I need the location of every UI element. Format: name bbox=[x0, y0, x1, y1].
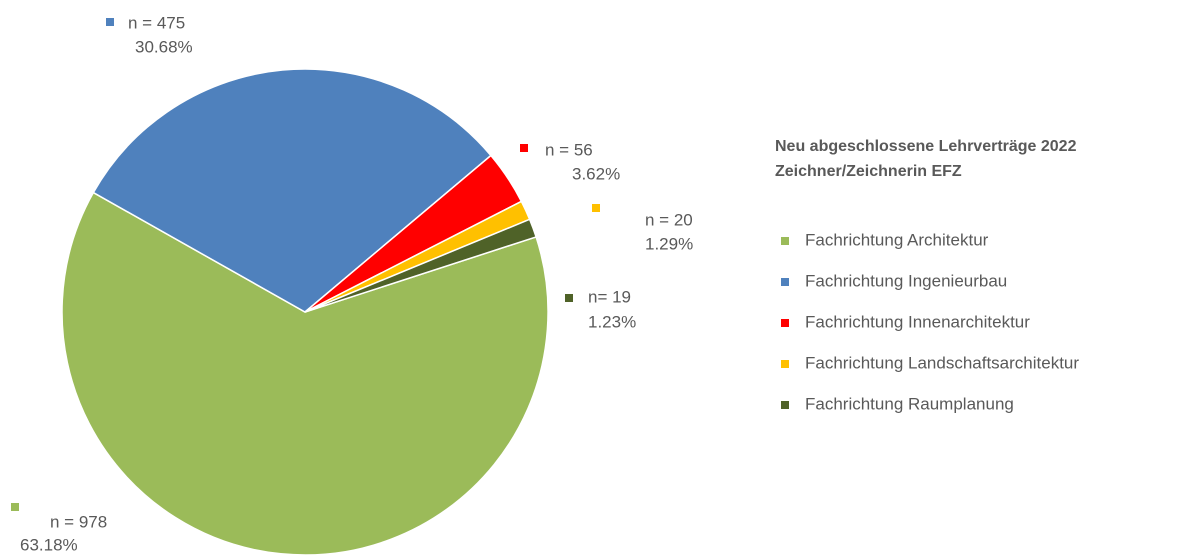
pie-slice bbox=[61, 191, 549, 556]
count-label: n = 20 bbox=[645, 210, 693, 229]
legend-marker bbox=[781, 237, 789, 245]
percent-label: 30.68% bbox=[135, 37, 193, 56]
pie-slice bbox=[92, 68, 492, 313]
legend-label: Fachrichtung Architektur bbox=[805, 230, 989, 249]
legend-marker bbox=[781, 360, 789, 368]
count-label: n= 19 bbox=[588, 287, 631, 306]
data-label-marker bbox=[520, 144, 528, 152]
legend-marker bbox=[781, 401, 789, 409]
legend-marker bbox=[781, 319, 789, 327]
count-label: n = 978 bbox=[50, 512, 107, 531]
percent-label: 3.62% bbox=[572, 164, 620, 183]
pie-slice bbox=[304, 218, 538, 313]
data-label-marker bbox=[106, 18, 114, 26]
data-label-marker bbox=[565, 294, 573, 302]
count-label: n = 475 bbox=[128, 13, 185, 32]
chart-title: Neu abgeschlossene Lehrverträge 2022 bbox=[775, 138, 1077, 155]
data-label-marker bbox=[592, 204, 600, 212]
percent-label: 1.29% bbox=[645, 234, 693, 253]
legend-label: Fachrichtung Landschaftsarchitektur bbox=[805, 353, 1079, 372]
legend-marker bbox=[781, 278, 789, 286]
legend-label: Fachrichtung Raumplanung bbox=[805, 394, 1014, 413]
legend-label: Fachrichtung Ingenieurbau bbox=[805, 271, 1007, 290]
count-label: n = 56 bbox=[545, 140, 593, 159]
percent-label: 63.18% bbox=[20, 535, 78, 554]
percent-label: 1.23% bbox=[588, 312, 636, 331]
data-label-marker bbox=[11, 503, 19, 511]
legend-label: Fachrichtung Innenarchitektur bbox=[805, 312, 1030, 331]
chart-subtitle: Zeichner/Zeichnerin EFZ bbox=[775, 163, 962, 180]
